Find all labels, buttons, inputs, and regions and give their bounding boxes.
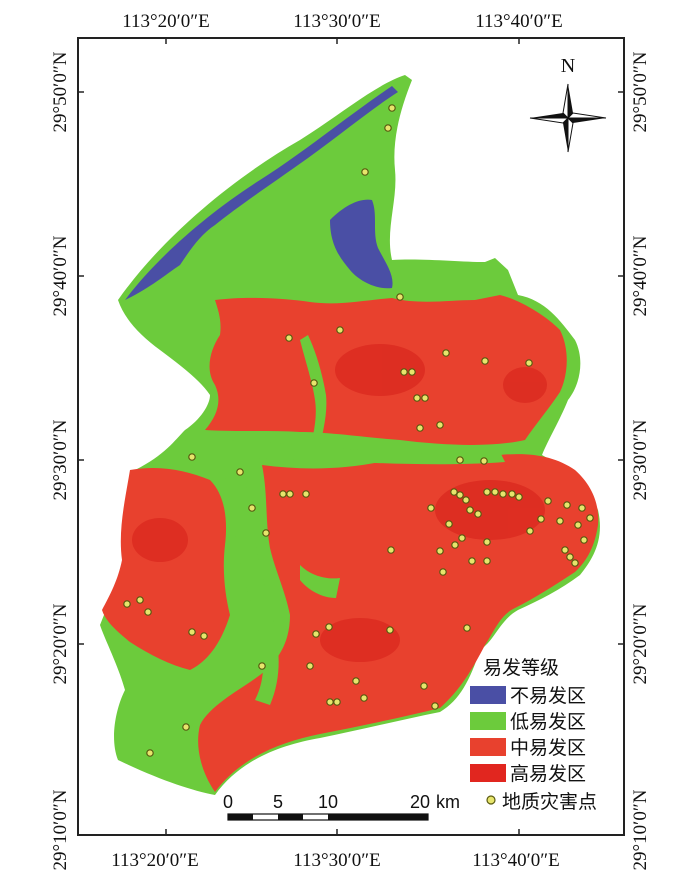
zone-low-corridor [185,335,505,705]
lat-label-right-3: 29°30′0″N [630,419,651,500]
north-arrow-icon [529,83,607,153]
lon-label-top-3: 113°40′0″E [475,11,563,32]
scale-tick-10: 10 [318,792,338,812]
lat-label-left-3: 29°30′0″N [50,419,71,500]
lat-label-left-4: 29°20′0″N [50,603,71,684]
lat-label-right-1: 29°50′0″N [630,51,651,132]
legend: 易发等级 不易发区 低易发区 中易发区 高易发区 地质灾害点 [470,657,597,813]
legend-hazard-point-icon [486,795,496,805]
legend-label-not-susceptible: 不易发区 [510,685,586,707]
legend-swatch-moderate [470,738,506,756]
legend-label-low: 低易发区 [510,711,586,733]
lon-label-bottom-1: 113°20′0″E [111,850,199,871]
north-label: N [561,55,575,77]
legend-swatch-low [470,712,506,730]
lon-label-bottom-2: 113°30′0″E [293,850,381,871]
legend-label-hazard: 地质灾害点 [502,791,597,813]
legend-label-high: 高易发区 [510,763,586,785]
hazard-points [123,104,594,757]
scale-tick-5: 5 [273,792,283,812]
lat-label-left-2: 29°40′0″N [50,235,71,316]
scale-bar: 0 5 10 20 km [223,792,460,821]
map-frame-border [77,37,625,836]
lon-label-top-2: 113°30′0″E [293,11,381,32]
graticule-ticks [78,38,624,835]
lat-label-right-5: 29°10′0″N [630,789,651,870]
zone-moderate-susceptibility-west [102,468,230,670]
scale-tick-20: 20 [410,792,430,812]
legend-swatch-high [470,764,506,782]
lon-label-bottom-3: 113°40′0″E [472,850,560,871]
legend-title: 易发等级 [483,657,559,679]
legend-swatch-not-susceptible [470,686,506,704]
zone-not-susceptible [125,86,398,300]
lat-label-right-2: 29°40′0″N [630,235,651,316]
legend-label-moderate: 中易发区 [510,737,586,759]
lon-label-top-1: 113°20′0″E [122,11,210,32]
scale-unit: km [436,792,460,812]
lat-label-left-5: 29°10′0″N [50,789,71,870]
lat-label-left-1: 29°50′0″N [50,51,71,132]
lat-label-right-4: 29°20′0″N [630,603,651,684]
scale-tick-0: 0 [223,792,233,812]
